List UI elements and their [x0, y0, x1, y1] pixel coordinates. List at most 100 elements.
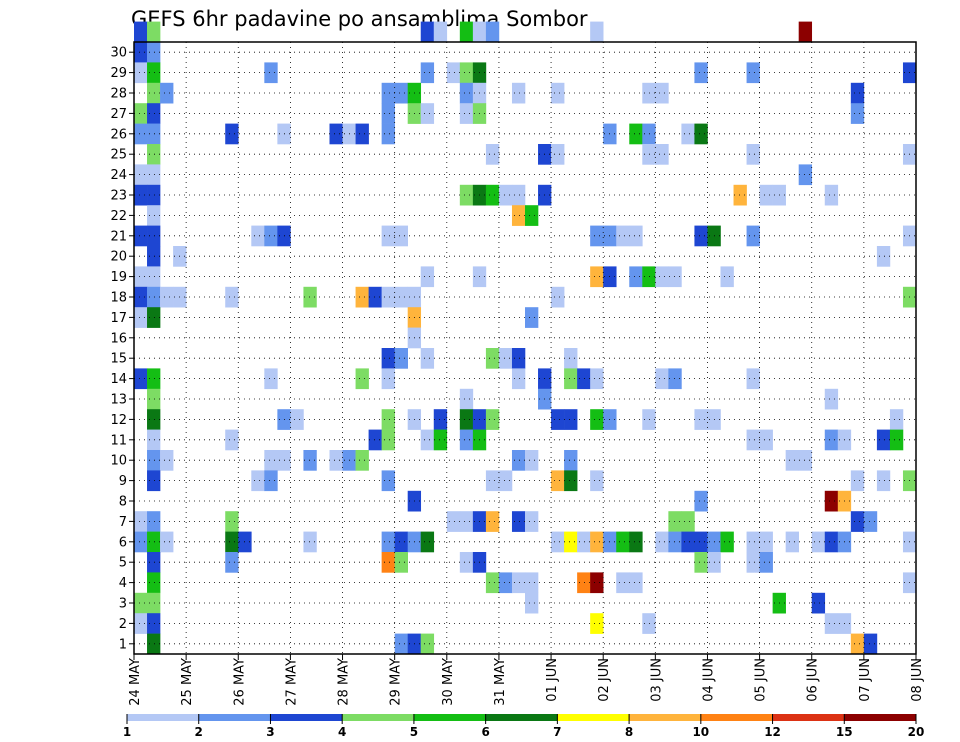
- heatmap-cell: [134, 286, 148, 308]
- heatmap-cell: [694, 409, 708, 430]
- colorbar-swatch: [700, 714, 773, 721]
- heatmap-cell: [668, 511, 682, 532]
- colorbar-tick-label: 7: [553, 725, 561, 739]
- heatmap-cell: [160, 82, 174, 104]
- heatmap-cell: [134, 62, 148, 84]
- heatmap-cell: [668, 368, 682, 390]
- heatmap-cell: [147, 123, 161, 145]
- y-tick-label: 11: [110, 433, 127, 448]
- colorbar: 1 2 3 4 5 6 7 8 10 12 15 20: [123, 714, 925, 739]
- heatmap-cell: [590, 613, 604, 634]
- colorbar-tick-label: 20: [908, 725, 925, 739]
- heatmap-cell: [746, 429, 760, 451]
- heatmap-cell: [655, 531, 669, 553]
- y-tick-label: 15: [110, 352, 127, 367]
- colorbar-tick-label: 2: [195, 725, 203, 739]
- heatmap-cell: [746, 62, 760, 84]
- heatmap-cell: [511, 450, 526, 471]
- y-tick-label: 2: [119, 617, 127, 632]
- heatmap-cell: [590, 21, 604, 43]
- heatmap-cell: [511, 205, 526, 226]
- x-tick-label: 02 JUN: [597, 658, 612, 702]
- heatmap-cell: [498, 184, 513, 206]
- heatmap-cell: [420, 103, 435, 124]
- heatmap-cell: [381, 368, 395, 390]
- colorbar-swatch: [127, 714, 200, 721]
- heatmap-cell: [394, 633, 408, 655]
- heatmap-cell: [420, 266, 435, 288]
- heatmap-cell: [811, 531, 826, 553]
- heatmap-cell: [459, 21, 474, 43]
- heatmap-cell: [134, 511, 148, 532]
- heatmap-cell: [564, 348, 578, 369]
- heatmap-cell: [381, 470, 395, 492]
- x-tick-label: 01 JUN: [545, 658, 560, 702]
- y-tick-label: 19: [110, 270, 127, 285]
- y-axis: 1234567891011121314151617181920212223242…: [110, 46, 134, 652]
- y-tick-label: 10: [110, 454, 127, 469]
- heatmap-cell: [134, 123, 148, 145]
- heatmap-cell: [147, 266, 161, 288]
- heatmap-cell: [368, 429, 382, 451]
- heatmap-cell: [525, 511, 539, 532]
- heatmap-cell: [498, 348, 513, 369]
- heatmap-cell: [746, 552, 760, 573]
- heatmap-cell: [134, 368, 148, 390]
- heatmap-cell: [329, 450, 343, 471]
- colorbar-swatch: [413, 714, 486, 721]
- heatmap-cell: [759, 531, 773, 553]
- heatmap-cell: [134, 103, 148, 124]
- heatmap-cell: [264, 368, 278, 390]
- heatmap-cell: [303, 286, 317, 308]
- colorbar-tick-label: 10: [692, 725, 709, 739]
- y-tick-label: 16: [110, 331, 127, 346]
- heatmap-cell: [681, 123, 695, 145]
- colorbar-tick-label: 1: [123, 725, 131, 739]
- heatmap-cell: [863, 633, 878, 655]
- heatmap-cell: [590, 368, 604, 390]
- heatmap-cell: [564, 450, 578, 471]
- heatmap-cell: [590, 531, 604, 553]
- heatmap-cell: [264, 450, 278, 471]
- heatmap-cell: [264, 62, 278, 84]
- heatmap-cell: [459, 62, 474, 84]
- heatmap-cell: [642, 82, 656, 104]
- colorbar-tick-label: 8: [625, 725, 633, 739]
- x-tick-label: 27 MAY: [284, 658, 299, 706]
- heatmap-cell: [160, 286, 174, 308]
- heatmap-cell: [303, 450, 317, 471]
- y-tick-label: 26: [110, 127, 127, 142]
- heatmap-cell: [420, 62, 435, 84]
- colorbar-tick-label: 15: [836, 725, 853, 739]
- heatmap-cell: [264, 470, 278, 492]
- heatmap-cell: [147, 388, 161, 410]
- heatmap-cell: [420, 348, 435, 369]
- heatmap-cell: [381, 286, 395, 308]
- heatmap-cell: [824, 184, 839, 206]
- heatmap-cell: [355, 286, 369, 308]
- y-tick-label: 30: [110, 46, 127, 61]
- heatmap-cell: [850, 511, 865, 532]
- heatmap-cell: [147, 429, 161, 451]
- heatmap-cell: [485, 21, 500, 43]
- heatmap-cell: [746, 368, 760, 390]
- heatmap-cell: [616, 572, 630, 594]
- heatmap-cell: [381, 82, 395, 104]
- heatmap-cell: [433, 409, 448, 430]
- heatmap-cell: [355, 450, 369, 471]
- heatmap-cell: [134, 225, 148, 247]
- heatmap-cell: [459, 409, 474, 430]
- heatmap-cell: [863, 511, 878, 532]
- y-tick-label: 21: [110, 229, 127, 244]
- x-tick-label: 04 JUN: [702, 658, 717, 702]
- heatmap-cell: [785, 531, 799, 553]
- heatmap-cell: [746, 144, 760, 165]
- colorbar-swatch: [485, 714, 558, 721]
- y-tick-label: 27: [110, 107, 127, 122]
- heatmap-cell: [694, 531, 708, 553]
- heatmap-cell: [485, 184, 500, 206]
- x-axis: 24 MAY 25 MAY 26 MAY 27 MAY 28 MAY 29 MAY 30 M…: [128, 654, 925, 706]
- heatmap-cell: [420, 531, 435, 553]
- heatmap-cell: [329, 123, 343, 145]
- heatmap-cell: [225, 531, 239, 553]
